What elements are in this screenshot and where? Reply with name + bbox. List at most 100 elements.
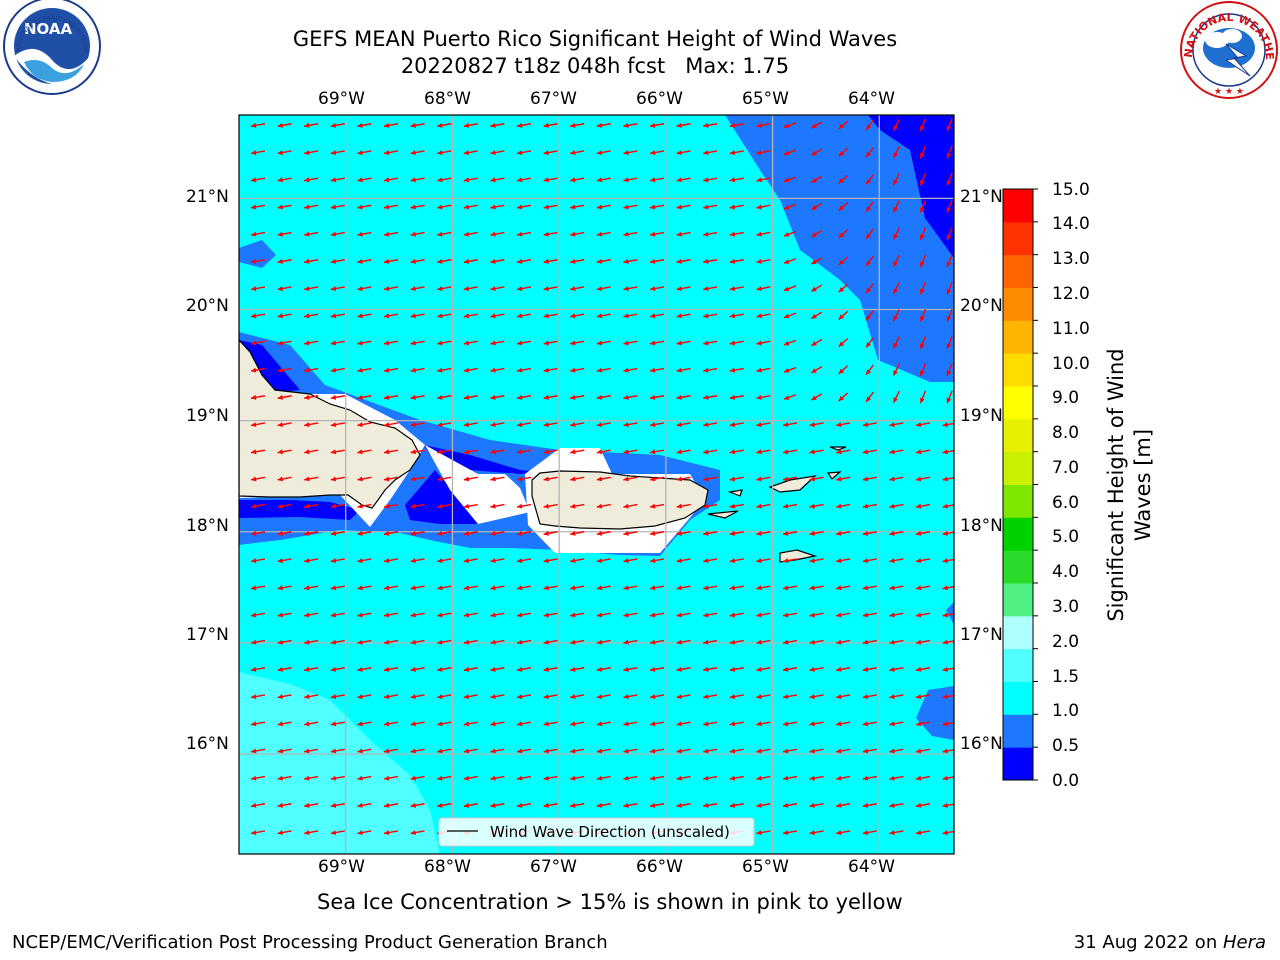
wave-direction-arrow (623, 204, 638, 210)
wave-direction-arrow (516, 476, 532, 482)
wave-direction-arrow (676, 367, 691, 373)
wave-direction-arrow (676, 313, 691, 319)
wave-direction-arrow (915, 694, 931, 700)
wave-direction-arrow (919, 336, 927, 350)
wave-direction-arrow (437, 639, 452, 645)
wave-direction-arrow (383, 258, 399, 264)
wave-direction-arrow (543, 639, 558, 645)
wave-direction-arrow (942, 748, 954, 754)
wave-direction-arrow (277, 721, 292, 727)
wave-direction-arrow (703, 639, 718, 645)
wave-direction-arrow (756, 530, 771, 536)
wave-direction-arrow (946, 281, 953, 295)
wave-direction-arrow (596, 748, 611, 754)
wave-direction-arrow (410, 367, 425, 373)
wave-direction-arrow (623, 122, 638, 128)
wave-direction-arrow (410, 449, 425, 455)
wave-direction-arrow (889, 530, 904, 536)
wave-direction-arrow (516, 802, 532, 808)
wave-direction-arrow (782, 639, 798, 645)
land-culebra (727, 489, 743, 497)
wave-direction-arrow (942, 422, 954, 428)
land-vieques (707, 510, 739, 519)
wave-direction-arrow (729, 775, 744, 781)
wave-direction-arrow (756, 585, 771, 591)
wave-direction-arrow (623, 231, 638, 237)
wave-direction-arrow (543, 694, 558, 700)
wave-direction-arrow (250, 476, 266, 482)
wave-direction-arrow (304, 476, 319, 482)
wave-direction-arrow (357, 122, 372, 128)
wave-direction-arrow (304, 231, 319, 237)
colorbar-segment (1003, 287, 1033, 321)
wave-direction-arrow (729, 694, 744, 700)
wave-direction-arrow (783, 176, 797, 183)
wave-direction-arrow (676, 231, 691, 237)
wave-direction-arrow (596, 122, 611, 128)
wave-direction-arrow (357, 530, 372, 536)
lat-label-right-18n: 18°N (960, 516, 1003, 536)
wave-direction-arrow (463, 476, 478, 482)
wave-direction-arrow (383, 449, 399, 455)
wave-direction-arrow (623, 476, 638, 482)
wave-direction-arrow (838, 202, 849, 212)
wave-direction-arrow (516, 694, 532, 700)
wave-direction-arrow (383, 585, 399, 591)
wave-direction-arrow (490, 666, 505, 672)
wave-direction-arrow (942, 585, 954, 591)
wave-direction-arrow (810, 366, 823, 374)
lon-label-top-64w: 64°W (848, 89, 895, 109)
wave-direction-arrow (676, 666, 691, 672)
wave-direction-arrow (676, 122, 691, 128)
wave-direction-arrow (357, 150, 372, 156)
wave-direction-arrow (756, 639, 771, 645)
wave-direction-arrow (410, 639, 425, 645)
wave-direction-arrow (543, 666, 558, 672)
wave-direction-arrow (729, 258, 744, 264)
wave-direction-arrow (809, 476, 824, 482)
wave-direction-arrow (383, 666, 399, 672)
wave-direction-arrow (703, 286, 718, 292)
wave-direction-arrow (756, 286, 771, 292)
wave-direction-arrow (809, 612, 824, 618)
wave-direction-arrow (703, 340, 718, 346)
wave-direction-arrow (703, 422, 718, 428)
wave-direction-arrow (250, 286, 266, 292)
wave-direction-arrow (516, 721, 532, 727)
wave-direction-arrow (836, 666, 851, 672)
wave-direction-arrow (756, 394, 771, 400)
wave-direction-arrow (809, 748, 824, 754)
wave-direction-arrow (596, 775, 611, 781)
wave-direction-arrow (915, 775, 931, 781)
wave-direction-arrow (676, 694, 691, 700)
wave-direction-arrow (946, 254, 953, 268)
wave-direction-arrow (892, 118, 900, 132)
wave-direction-arrow (649, 476, 665, 482)
wave-direction-arrow (623, 150, 638, 156)
wave-direction-arrow (596, 585, 611, 591)
wave-direction-arrow (410, 585, 425, 591)
wave-direction-arrow (383, 422, 399, 428)
wave-direction-arrow (357, 830, 372, 836)
wave-direction-arrow (756, 422, 771, 428)
wave-direction-arrow (862, 503, 877, 509)
wave-direction-arrow (490, 177, 505, 183)
wave-direction-arrow (277, 150, 292, 156)
wave-direction-arrow (946, 200, 953, 214)
wave-direction-arrow (810, 393, 823, 401)
wave-direction-arrow (865, 255, 875, 267)
wave-direction-arrow (383, 558, 399, 564)
wave-direction-arrow (809, 694, 824, 700)
wave-direction-arrow (357, 612, 372, 618)
wave-zone-0.5-1.0-east-edge (916, 686, 954, 740)
wave-direction-arrow (383, 394, 399, 400)
wave-direction-arrow (703, 585, 718, 591)
wave-direction-arrow (915, 721, 931, 727)
lon-label-top-65w: 65°W (742, 89, 789, 109)
wave-direction-arrow (463, 775, 478, 781)
wave-direction-arrow (304, 258, 319, 264)
wave-direction-arrow (782, 449, 798, 455)
wave-zone-0.0-0.5-ne (868, 115, 954, 258)
wave-direction-arrow (836, 639, 851, 645)
wave-direction-arrow (810, 338, 823, 347)
